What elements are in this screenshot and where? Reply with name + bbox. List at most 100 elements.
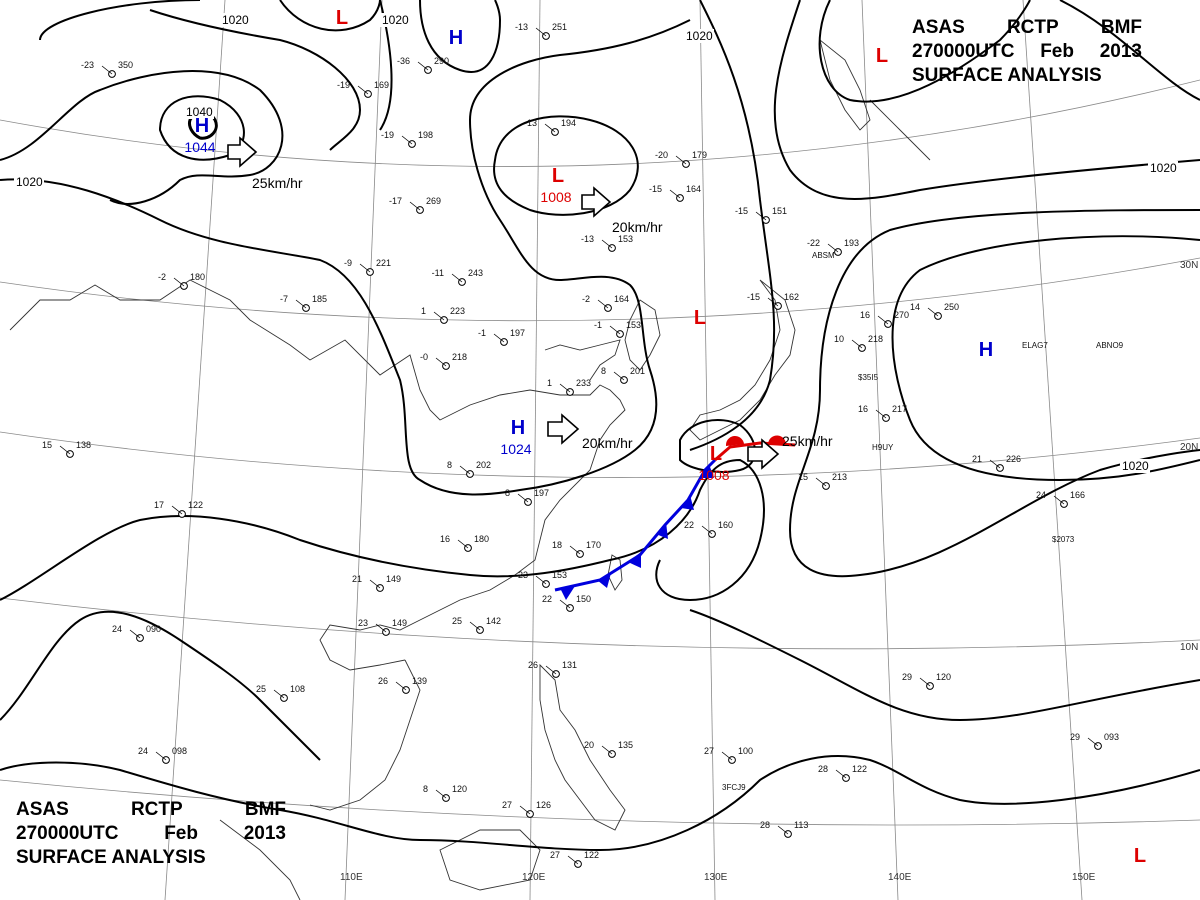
isobar-label: 1020	[16, 175, 43, 189]
wind-barb	[875, 409, 887, 419]
station-plot: -7 185	[280, 294, 327, 312]
wind-barb	[835, 769, 847, 779]
cold-front-barb	[560, 586, 575, 600]
station-plot: 27 122	[550, 850, 599, 868]
motion-arrow	[747, 438, 780, 470]
ship-id-label: $35I5	[858, 373, 879, 382]
station-plot: 18 170	[552, 540, 601, 558]
low-pressure-marker: L	[876, 45, 888, 67]
warm-front-semicircle	[725, 435, 744, 446]
station-plots: -23 350 -36 290-13 251-19 169-19 198-17 269-13 1…	[42, 22, 1119, 868]
station-plot: -2 164	[582, 294, 629, 312]
station-plot: 15 138	[42, 440, 91, 458]
title-analysis: SURFACE ANALYSIS	[912, 65, 1102, 86]
station-temperature: 8	[505, 488, 510, 498]
station-temperature: -15	[735, 206, 748, 216]
station-pressure: 201	[630, 366, 645, 376]
station-pressure: 131	[562, 660, 577, 670]
station-pressure: 226	[1006, 454, 1021, 464]
title-block-top: ASAS RCTP BMF 270000UTC Feb 2013 SURFACE…	[912, 16, 1142, 88]
isobar-label: 1020	[686, 29, 713, 43]
sakhalin-coast	[819, 38, 871, 131]
station-pressure: 180	[190, 272, 205, 282]
isobar-far-east-outer	[1059, 0, 1200, 101]
station-plot: 26 139	[378, 676, 427, 694]
title-year: 2013	[243, 823, 286, 844]
station-pressure: 250	[944, 302, 959, 312]
wind-barb	[155, 751, 167, 761]
isobar-main-north	[0, 19, 691, 496]
wind-barb	[597, 299, 609, 309]
wind-barb	[919, 677, 931, 687]
station-plot: 29 120	[902, 672, 951, 690]
station-plot: -19 169	[337, 80, 389, 98]
station-pressure: 126	[536, 800, 551, 810]
wind-barb	[493, 333, 505, 343]
station-pressure: 100	[738, 746, 753, 756]
station-plot: -9 221	[344, 258, 391, 276]
wind-barb	[927, 307, 939, 317]
motion-arrow	[581, 186, 612, 218]
station-plot: 25 142	[452, 616, 501, 634]
wind-barb	[535, 575, 547, 585]
station-temperature: 22	[542, 594, 552, 604]
title-line-2: 270000UTC Feb 2013	[16, 822, 286, 846]
low-pressure-marker: L	[336, 7, 348, 29]
station-temperature: 15	[42, 440, 52, 450]
longitude-label: 140E	[888, 872, 912, 883]
station-plot: 29 093	[1070, 732, 1119, 750]
station-pressure: 098	[172, 746, 187, 756]
station-pressure: 251	[552, 22, 567, 32]
cold-front-barb	[701, 464, 714, 478]
station-temperature: -13	[515, 22, 528, 32]
ship-id-label: ABSM	[812, 251, 835, 260]
station-plot: -2 180	[158, 272, 205, 290]
title-block-bottom: ASAS RCTP BMF 270000UTC Feb 2013 SURFACE…	[16, 798, 286, 870]
station-temperature: 16	[858, 404, 868, 414]
isobar-label-bg	[14, 175, 44, 189]
station-temperature: 26	[528, 660, 538, 670]
motion-speed-label: 25km/hr	[252, 175, 303, 191]
isobar-east-bulge	[689, 0, 776, 451]
station-plot: 21 149	[352, 574, 401, 592]
longitude-label: 130E	[704, 872, 728, 883]
wind-barb	[601, 745, 613, 755]
isobar-label-bg	[220, 13, 250, 27]
wind-barb	[129, 629, 141, 639]
station-plot: 28 113	[760, 820, 808, 838]
station-temperature: 27	[704, 746, 714, 756]
station-temperature: -1	[478, 328, 486, 338]
station-pressure: 122	[852, 764, 867, 774]
station-temperature: -13	[581, 234, 594, 244]
wind-barb	[767, 297, 779, 307]
station-plot: -23 350	[81, 60, 133, 78]
station-plot: -13 194	[524, 118, 576, 136]
wind-barb	[721, 751, 733, 761]
wind-barb	[827, 243, 839, 253]
station-temperature: 28	[760, 820, 770, 830]
isobar-sw-loop	[0, 755, 1200, 852]
cold-front-barb	[681, 495, 694, 510]
wind-barb	[613, 371, 625, 381]
latitude-label: 20N	[1180, 442, 1198, 453]
wind-barb	[545, 665, 557, 675]
station-pressure: 153	[552, 570, 567, 580]
station-plot: -15 162	[747, 292, 799, 310]
ship-id-label: ABNO9	[1096, 341, 1124, 350]
station-pressure: 180	[474, 534, 489, 544]
china-coast	[544, 339, 621, 381]
japan-coast	[689, 279, 796, 441]
warm-front-semicircles	[725, 435, 787, 446]
station-pressure: 164	[614, 294, 629, 304]
wind-barb	[369, 579, 381, 589]
station-temperature: -1	[594, 320, 602, 330]
wind-barb	[569, 545, 581, 555]
wind-barb	[395, 681, 407, 691]
parallel-10n	[0, 597, 1200, 650]
cold-front-barb	[628, 552, 641, 568]
station-plot: 24 098	[138, 746, 187, 764]
title-line-3: SURFACE ANALYSIS	[16, 846, 286, 870]
meridian-120e	[529, 0, 541, 900]
ship-id-label: H9UY	[872, 443, 894, 452]
station-pressure: 162	[784, 292, 799, 302]
